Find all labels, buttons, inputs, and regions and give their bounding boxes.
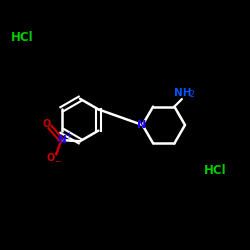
Text: O: O [42,119,50,129]
Text: N: N [58,135,67,145]
Text: HCl: HCl [204,164,226,176]
Text: N: N [136,120,146,130]
Text: +: + [65,130,71,140]
Text: O: O [46,153,55,163]
Text: 2: 2 [190,90,194,98]
Text: HCl: HCl [11,31,34,44]
Text: −: − [54,157,61,166]
Text: NH: NH [174,88,192,98]
